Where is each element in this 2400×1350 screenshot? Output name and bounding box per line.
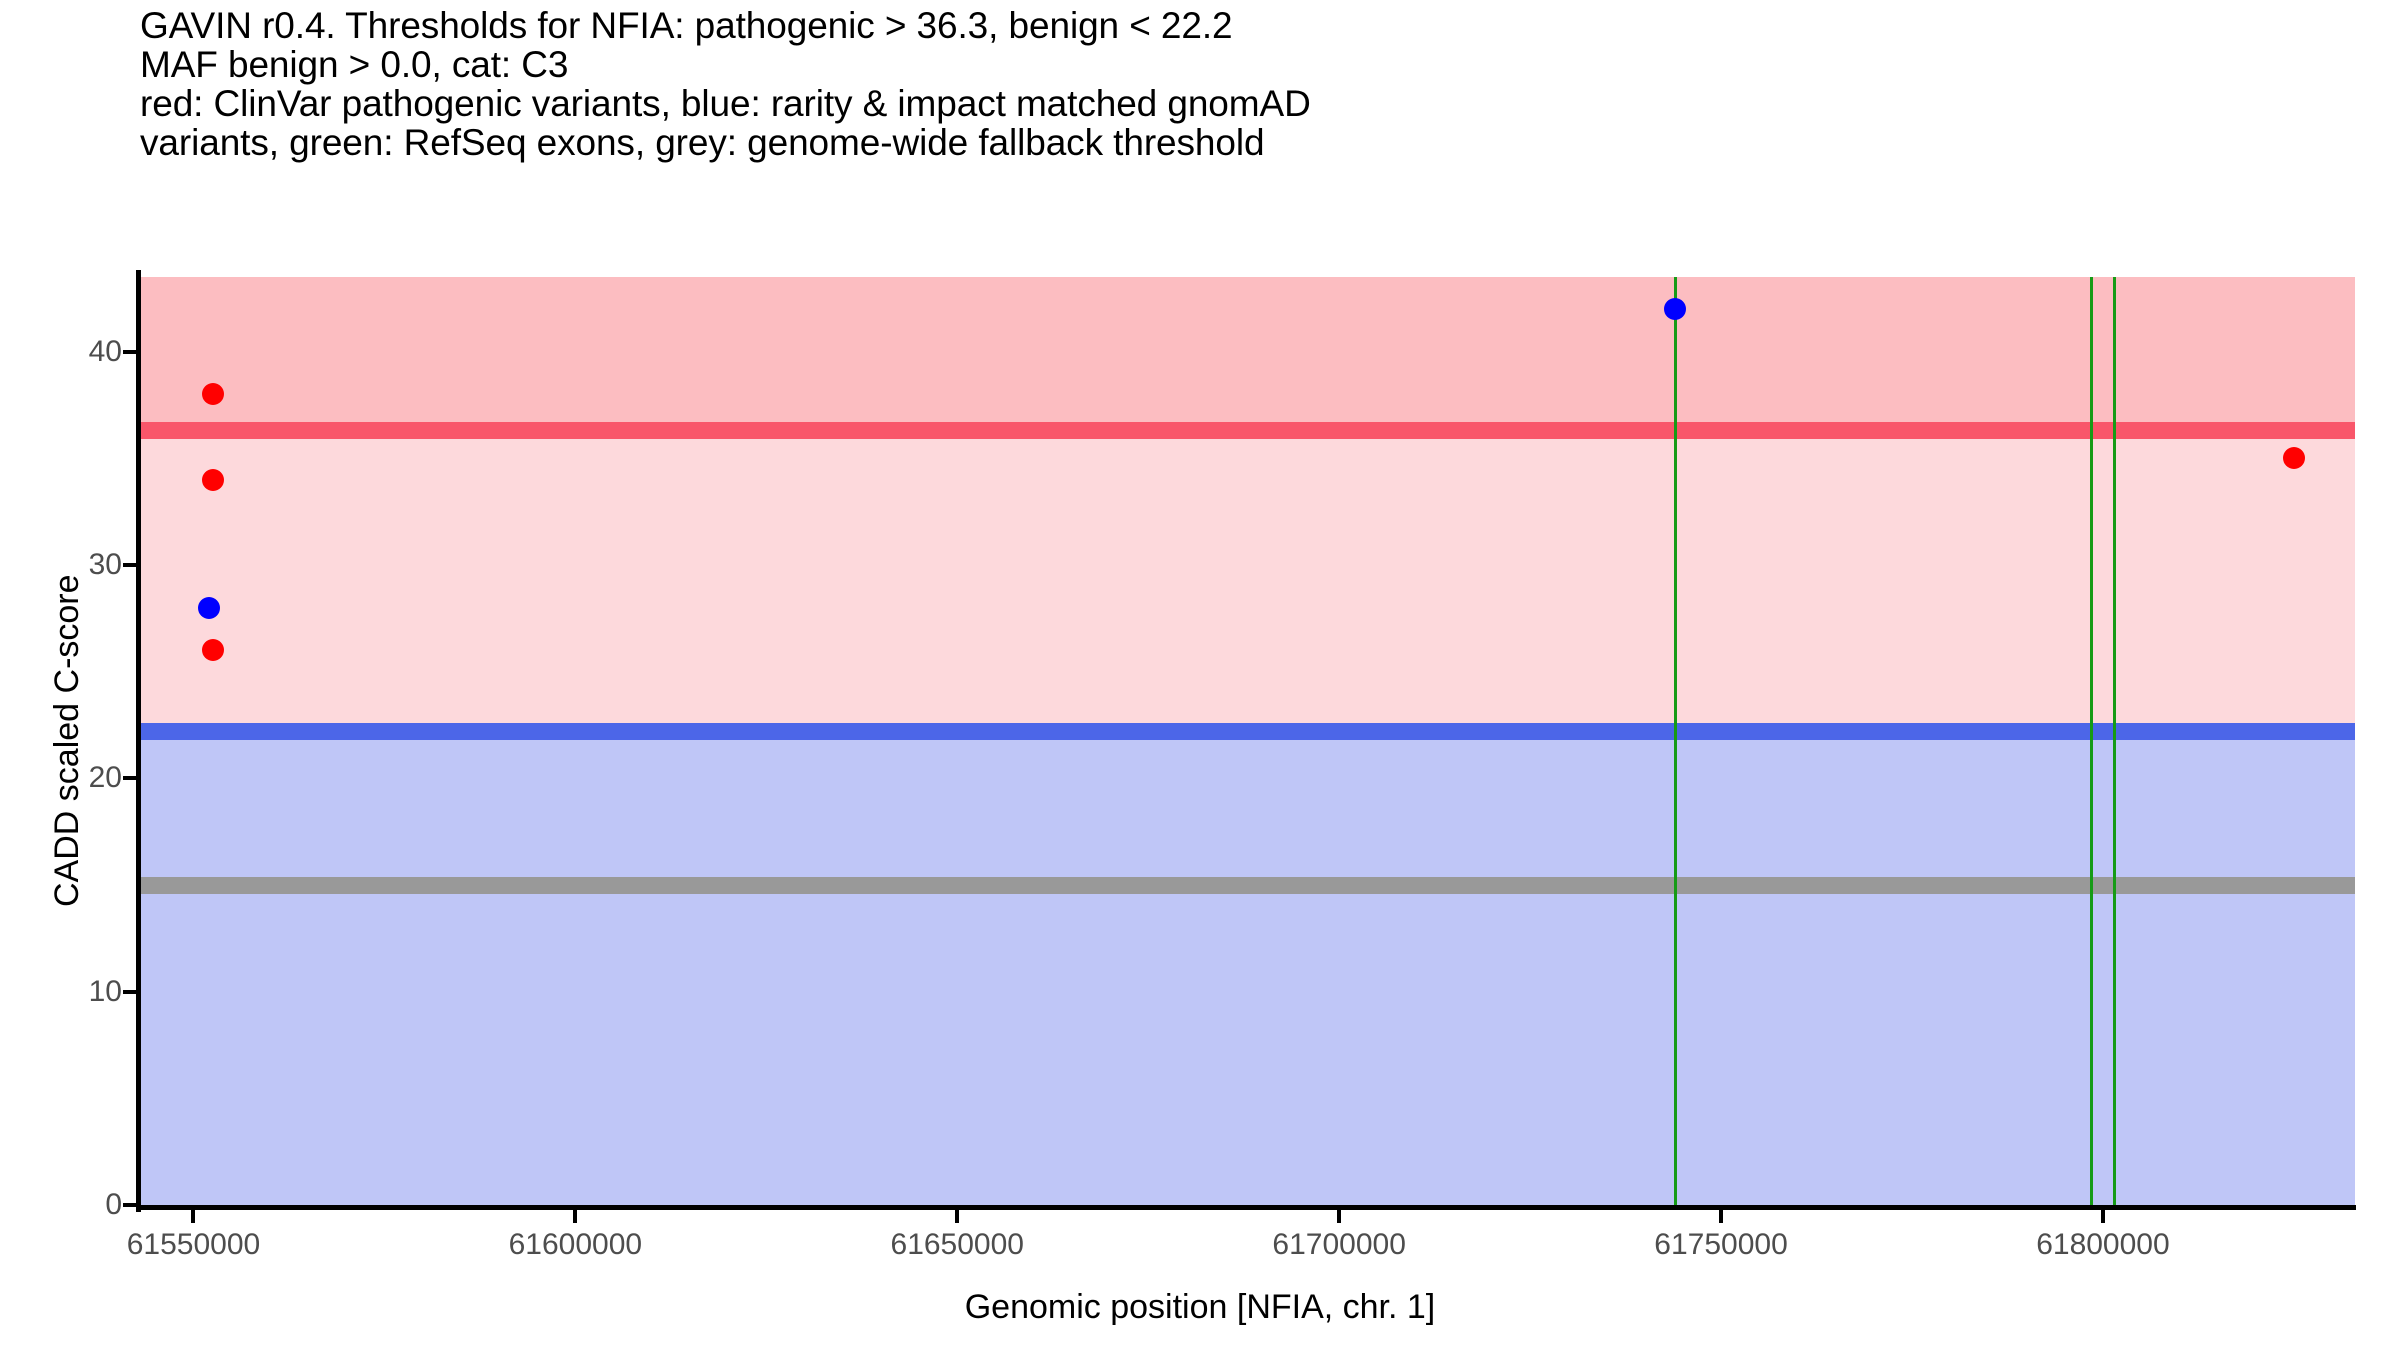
x-tick-mark xyxy=(1719,1210,1724,1223)
data-point[interactable] xyxy=(201,639,224,662)
band-pathogenic-region xyxy=(140,277,2355,431)
x-tick-label: 61800000 xyxy=(2036,1228,2170,1261)
data-point[interactable] xyxy=(2282,447,2305,470)
x-axis-title: Genomic position [NFIA, chr. 1] xyxy=(964,1288,1436,1326)
y-tick-label: 10 xyxy=(88,974,122,1008)
y-axis-line xyxy=(136,270,141,1212)
y-axis-title: CADD scaled C-score xyxy=(48,574,86,908)
x-tick-label: 61550000 xyxy=(126,1228,261,1261)
title-line-1: GAVIN r0.4. Thresholds for NFIA: pathoge… xyxy=(140,5,1233,46)
y-tick-mark xyxy=(123,349,136,354)
x-tick-label: 61700000 xyxy=(1272,1228,1406,1261)
threshold-line-genome-wide-fallback-threshold xyxy=(140,876,2355,894)
data-point[interactable] xyxy=(197,596,220,619)
chart-title-block: GAVIN r0.4. Thresholds for NFIA: pathoge… xyxy=(140,6,2340,162)
band-vus-region xyxy=(140,430,2355,732)
x-tick-mark xyxy=(2100,1210,2105,1223)
x-tick-mark xyxy=(1337,1210,1342,1223)
y-tick-label: 0 xyxy=(105,1188,122,1221)
title-line-4: variants, green: RefSeq exons, grey: gen… xyxy=(140,122,1265,163)
plot-panel xyxy=(140,277,2355,1205)
data-point[interactable] xyxy=(1664,298,1687,320)
exon-line-2 xyxy=(2089,277,2093,1205)
exon-line-1 xyxy=(1673,277,1677,1205)
x-tick-label: 61750000 xyxy=(1654,1228,1788,1261)
threshold-line-pathogenic-threshold xyxy=(140,422,2355,440)
y-tick-mark xyxy=(123,776,136,781)
y-tick-label: 30 xyxy=(88,548,122,581)
x-tick-label: 61650000 xyxy=(890,1228,1024,1261)
y-tick-label: 40 xyxy=(88,334,122,368)
y-tick-label: 20 xyxy=(88,761,122,795)
y-tick-mark xyxy=(123,1203,136,1207)
x-tick-label: 61600000 xyxy=(508,1228,643,1261)
x-tick-mark xyxy=(191,1210,196,1223)
data-point[interactable] xyxy=(201,383,224,406)
x-tick-mark xyxy=(955,1210,960,1223)
title-line-3: red: ClinVar pathogenic variants, blue: … xyxy=(140,83,1311,124)
x-axis-line xyxy=(136,1205,2356,1210)
x-tick-mark xyxy=(573,1210,578,1223)
y-tick-mark xyxy=(123,563,136,567)
y-tick-mark xyxy=(123,989,136,994)
threshold-line-benign-threshold xyxy=(140,722,2355,740)
data-point[interactable] xyxy=(201,468,224,491)
title-line-2: MAF benign > 0.0, cat: C3 xyxy=(140,44,569,85)
band-benign-region xyxy=(140,731,2355,1205)
exon-line-3 xyxy=(2112,277,2116,1205)
